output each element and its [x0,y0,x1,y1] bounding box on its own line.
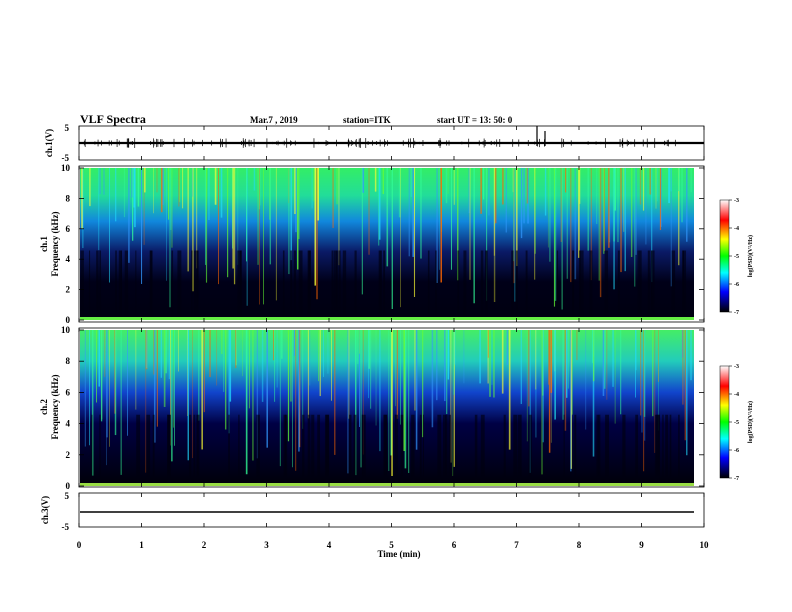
time-tick-label: 10 [700,540,710,550]
ch2-spec-ylabel: Frequency (kHz) [50,374,60,439]
ch2-freq-tick-label: 10 [61,325,71,335]
ch1-freq-tick-label: 0 [66,315,71,325]
ch3-wave-ylabel: ch.3(V) [40,496,50,524]
ch1-waveform-panel: 5 -5 ch.1(V) [44,123,705,163]
ch2-freq-tick-label: 0 [66,481,71,491]
colorbar-2-tick-label: -7 [734,476,739,482]
ch1-spec-ylabel: Frequency (kHz) [50,211,60,276]
time-tick-label: 9 [639,540,644,550]
time-tick-label: 4 [327,540,332,550]
time-tick-label: 7 [514,540,519,550]
ch3-ytick-top: 5 [65,491,70,501]
time-tick-label: 6 [452,540,457,550]
ch2-low-freq-band [80,483,694,486]
time-tick-label: 8 [577,540,582,550]
ch2-spectrogram-streaks [84,330,692,484]
ch1-ytick-top: 5 [65,123,70,133]
ch1-spectrogram-streaks [80,168,692,318]
time-axis-ticks: 0 1 2 3 4 5 6 7 8 9 10 [77,126,709,550]
date-label: Mar.7 , 2019 [250,115,298,125]
time-tick-label: 0 [77,540,82,550]
ch1-low-freq-band [80,317,694,320]
colorbar-2-tick-label: -3 [734,364,739,370]
ch2-freq-tick-label: 4 [66,419,71,429]
ch2-spectrogram-panel: 0 2 4 6 8 10 ch.2 Frequency (kHz) [39,325,705,491]
time-tick-label: 1 [139,540,144,550]
ch2-freq-tick-label: 2 [66,450,71,460]
ch1-freq-tick-label: 10 [61,163,71,173]
ch3-ytick-bottom: -5 [62,522,70,532]
colorbar-1-tick-label: -5 [734,254,739,260]
ch2-spec-label-line1: ch.2 [39,399,49,415]
colorbar-1: -3 -4 -5 -6 -7 log(PSD)(V²/Hz) [719,198,754,316]
time-axis-label: Time (min) [377,549,420,559]
ch1-freq-tick-label: 8 [66,193,71,203]
ch1-wave-ylabel: ch.1(V) [44,129,54,157]
time-tick-label: 2 [202,540,207,550]
start-ut-label: start UT = 13: 50: 0 [437,115,513,125]
colorbar-2-tick-label: -4 [734,392,739,398]
ch1-freq-tick-label: 2 [66,285,71,295]
ch1-freq-tick-label: 4 [66,254,71,264]
colorbar-2-tick-label: -5 [734,420,739,426]
figure-title: VLF Spectra [80,112,146,126]
ch2-freq-tick-label: 8 [66,356,71,366]
colorbar-2: -3 -4 -5 -6 -7 log(PSD)(V²/Hz) [719,364,754,482]
colorbar-1-tick-label: -7 [734,310,739,316]
ch1-waveform-spikes [83,126,676,148]
time-tick-label: 5 [389,540,394,550]
colorbar-1-tick-label: -3 [734,198,739,204]
ch1-freq-tick-label: 6 [66,224,71,234]
ch2-freq-tick-label: 6 [66,387,71,397]
colorbar-2-tick-label: -6 [734,448,739,454]
colorbar-1-tick-label: -6 [734,282,739,288]
time-tick-label: 3 [264,540,269,550]
colorbar-1-tick-label: -4 [734,226,739,232]
station-label: station=ITK [343,115,391,125]
colorbar-2-label: log(PSD)(V²/Hz) [747,401,754,443]
ch1-spec-label-line1: ch.1 [39,236,49,252]
ch1-ytick-bottom: -5 [62,153,70,163]
colorbar-1-label: log(PSD)(V²/Hz) [747,235,754,277]
ch1-spectrogram-panel: 0 2 4 6 8 10 ch.1 Frequency (kHz) [39,163,705,325]
ch3-waveform-panel: 5 -5 ch.3(V) [40,491,705,532]
